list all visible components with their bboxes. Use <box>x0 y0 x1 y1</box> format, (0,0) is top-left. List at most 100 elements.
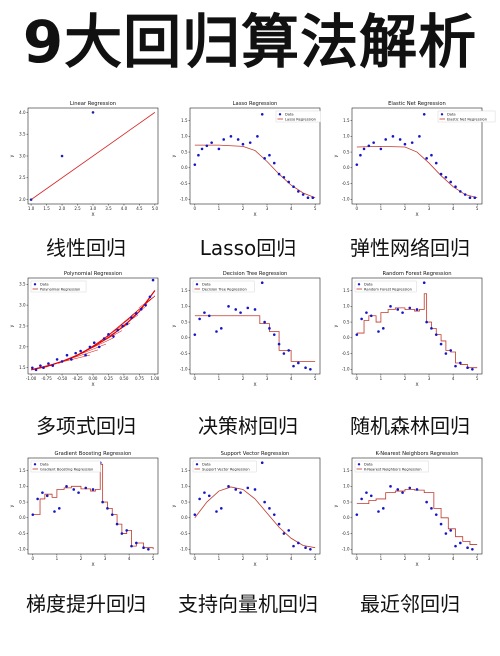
y-axis-label: y <box>334 324 339 327</box>
data-point <box>34 368 38 372</box>
data-point <box>203 311 206 314</box>
chart-svg: Decision Tree Regression 0 1 2 3 4 5 -1.0 -0.5 0.… <box>172 271 321 388</box>
data-point <box>292 544 295 548</box>
data-point <box>292 364 295 368</box>
x-tick-label: 2 <box>80 556 83 561</box>
data-point <box>454 364 457 368</box>
chart-caption: 弹性网络回归 <box>350 236 470 260</box>
data-point <box>367 144 371 148</box>
y-tick-label: 0.0 <box>181 515 188 520</box>
x-tick-label: 5 <box>314 206 317 211</box>
data-point <box>236 138 240 141</box>
chart-svg: Elastic Net Regression 0 1 2 3 4 5 -1.0 -0.5 0.0 0… <box>334 101 496 218</box>
x-tick-label: 1 <box>218 556 221 561</box>
legend-data-marker <box>440 113 444 116</box>
chart-svg: Gradient Boosting Regression 0 1 2 3 4 5 -1.0 -0… <box>10 451 159 568</box>
plot-area <box>193 112 316 200</box>
legend-label: Gradient Boosting Regression <box>40 467 93 471</box>
data-point <box>389 305 392 308</box>
data-point <box>439 172 443 176</box>
chart-card: Lasso Regression 0 1 2 3 4 5 -1.0 -0.5 0.0 0.5 1.0 1… <box>172 96 324 220</box>
y-tick-label: 1.5 <box>343 468 350 473</box>
data-point <box>268 153 271 157</box>
data-point <box>193 333 197 336</box>
data-point <box>234 488 238 491</box>
data-point <box>112 335 115 338</box>
x-tick-label: 0 <box>32 556 35 561</box>
data-point <box>304 366 307 370</box>
y-tick-label: 4.0 <box>19 110 26 115</box>
data-point <box>444 175 448 179</box>
series-line <box>356 489 478 545</box>
data-point <box>253 488 257 491</box>
data-point <box>430 327 433 330</box>
y-tick-label: -0.5 <box>180 351 188 356</box>
y-axis-label: y <box>334 154 339 157</box>
chart-card: Elastic Net Regression 0 1 2 3 4 5 -1.0 -0.5 0.0 0… <box>334 96 496 220</box>
data-point <box>381 327 385 330</box>
data-point <box>45 494 49 498</box>
data-point <box>381 507 385 510</box>
y-tick-label: 0.5 <box>343 499 350 504</box>
y-tick-label: -1.0 <box>180 547 188 552</box>
data-point <box>365 311 368 314</box>
data-point <box>430 507 433 510</box>
x-axis-label: X <box>91 382 94 388</box>
data-point <box>200 147 204 151</box>
data-point <box>84 353 87 357</box>
data-point <box>106 507 109 510</box>
y-axis-label: y <box>10 504 15 507</box>
series-line-segment <box>138 295 156 309</box>
plot-frame <box>189 277 321 375</box>
x-axis-label: X <box>415 382 418 388</box>
data-point <box>227 485 230 488</box>
data-point <box>217 147 221 151</box>
data-point <box>430 153 433 157</box>
chart-title: K-Nearest Neighbors Regression <box>376 451 459 457</box>
plot-area <box>30 278 156 372</box>
data-point <box>466 366 469 370</box>
data-point <box>415 308 419 311</box>
legend-data-marker <box>278 113 282 116</box>
data-point <box>144 303 147 307</box>
x-tick-label: -0.50 <box>57 376 68 381</box>
y-tick-label: 1.0 <box>343 134 350 139</box>
data-point <box>408 306 412 310</box>
y-axis-label: y <box>10 154 15 157</box>
y-tick-label: 1.0 <box>181 304 188 309</box>
chart-title: Random Forest Regression <box>382 271 451 277</box>
chart-svg: Support Vector Regression 0 1 2 3 4 5 -1.0 -0.5 0… <box>172 451 321 568</box>
y-axis-label: y <box>172 504 177 507</box>
x-tick-label: 2 <box>404 206 407 211</box>
x-tick-label: 2 <box>242 376 245 381</box>
y-tick-label: 1.5 <box>181 468 188 473</box>
legend-box <box>437 110 496 123</box>
data-point <box>135 312 138 315</box>
data-point <box>29 198 33 201</box>
y-tick-label: 0.0 <box>343 335 350 340</box>
data-point <box>256 135 259 138</box>
data-point <box>418 135 421 138</box>
y-tick-label: -0.5 <box>342 181 350 186</box>
data-point <box>309 367 312 371</box>
data-point <box>193 163 197 166</box>
x-tick-label: 1.00 <box>150 376 159 381</box>
data-point <box>130 544 133 548</box>
data-point <box>292 185 295 188</box>
chart-title: Lasso Regression <box>233 101 278 107</box>
chart-title: Gradient Boosting Regression <box>55 451 132 457</box>
data-point <box>91 488 95 491</box>
data-point <box>39 364 42 367</box>
y-tick-label: -0.5 <box>18 531 26 536</box>
chart-card: K-Nearest Neighbors Regression 0 1 2 3 4 5 -1.0… <box>334 446 486 570</box>
data-point <box>449 529 453 532</box>
data-point <box>74 351 77 355</box>
plot-area <box>355 281 478 371</box>
chart-caption: 支持向量机回归 <box>178 592 318 616</box>
legend-box <box>354 280 417 293</box>
data-point <box>253 308 257 311</box>
data-point <box>234 308 238 311</box>
x-tick-label: 4.0 <box>121 206 128 211</box>
chart-card: Random Forest Regression 0 1 2 3 4 5 -1.0 -0.5 0.… <box>334 266 486 390</box>
y-axis-label: y <box>10 324 15 327</box>
